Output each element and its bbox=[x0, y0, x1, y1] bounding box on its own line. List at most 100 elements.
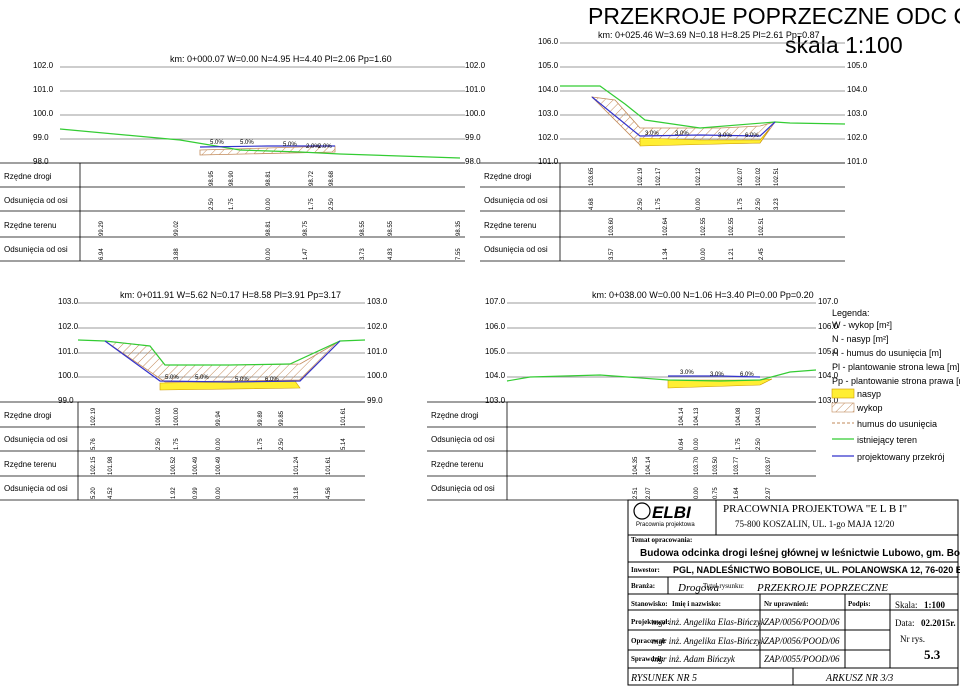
road-offset: 5.14 bbox=[341, 438, 347, 450]
road-offset: 1.75 bbox=[258, 438, 264, 450]
road-offset: 2.50 bbox=[756, 198, 762, 210]
road-offset: 0.00 bbox=[266, 198, 272, 210]
legend-line: N - nasyp [m²] bbox=[832, 334, 889, 344]
road-elev: 99.85 bbox=[279, 410, 285, 426]
legend-line: H - humus do usunięcia [m] bbox=[832, 348, 942, 358]
investor-text: PGL, NADLEŚNICTWO BOBOLICE, UL. POLANOWS… bbox=[673, 564, 960, 575]
branch-label: Branża: bbox=[631, 582, 655, 590]
legend-label: humus do usunięcia bbox=[857, 419, 937, 429]
terrain-offset: 4.83 bbox=[388, 248, 394, 260]
terrain-offset: 1.34 bbox=[663, 248, 669, 260]
road-offset: 1.75 bbox=[738, 198, 744, 210]
terrain-offset: 2.97 bbox=[766, 487, 772, 499]
terrain-offset: 7.55 bbox=[456, 248, 462, 260]
section-3: km: 0+011.91 W=5.62 N=0.17 H=8.58 Pl=3.9… bbox=[0, 290, 388, 501]
terrain-elev: 104.35 bbox=[633, 456, 639, 475]
elev-label: 105.0 bbox=[485, 347, 506, 356]
elev-label: 99.0 bbox=[367, 396, 383, 405]
road-offset: 5.76 bbox=[91, 438, 97, 450]
elev-label: 98.0 bbox=[465, 157, 481, 166]
section-4-info: km: 0+038.00 W=0.00 N=1.06 H=3.40 Pl=0.0… bbox=[592, 290, 814, 300]
terrain-elev: 102.15 bbox=[91, 456, 97, 475]
elev-label: 105.0 bbox=[818, 347, 839, 356]
subject-label: Temat opracowania: bbox=[631, 536, 692, 544]
nr-value: 5.3 bbox=[924, 647, 941, 662]
terrain-elev: 102.55 bbox=[729, 217, 735, 236]
row-label-road: Rzędne drogi bbox=[4, 411, 52, 420]
row-perm: ZAP/0055/POOD/06 bbox=[764, 654, 840, 664]
terrain-offset: 2.51 bbox=[633, 487, 639, 499]
slope-label: 5.0% bbox=[235, 377, 249, 383]
subject-text: Budowa odcinka drogi leśnej głównej w le… bbox=[640, 548, 960, 559]
elev-label: 102.0 bbox=[58, 322, 79, 331]
legend-label: wykop bbox=[856, 403, 883, 413]
terrain-offset: 1.21 bbox=[729, 248, 735, 260]
road-offset: 4.68 bbox=[589, 198, 595, 210]
sheet-title: PRZEKROJE POPRZECZNE bbox=[756, 582, 888, 594]
terrain-elev: 100.52 bbox=[171, 456, 177, 475]
terrain-elev: 103.50 bbox=[713, 456, 719, 475]
scale-value: 1:100 bbox=[924, 600, 945, 610]
col-perm-header: Nr uprawnień: bbox=[764, 600, 808, 608]
terrain-elev: 98.55 bbox=[388, 220, 394, 236]
terrain-offset: 0.00 bbox=[266, 248, 272, 260]
terrain-offset: 1.64 bbox=[734, 487, 740, 499]
terrain-offset: 2.45 bbox=[759, 248, 765, 260]
terrain-elev: 100.49 bbox=[216, 456, 222, 475]
road-offset: 2.50 bbox=[638, 198, 644, 210]
terrain-offset: 2.07 bbox=[646, 487, 652, 499]
elev-label: 102.0 bbox=[847, 133, 868, 142]
existing-ground-line bbox=[59, 128, 461, 159]
existing-ground-line bbox=[560, 85, 846, 129]
road-elev: 100.02 bbox=[156, 407, 162, 426]
row-label-terrain: Rzędne terenu bbox=[4, 221, 56, 230]
investor-label: Inwestor: bbox=[631, 566, 660, 574]
legend-cut-swatch bbox=[831, 402, 855, 413]
legend-fill-swatch bbox=[831, 388, 855, 399]
slope-label: 5.0% bbox=[210, 140, 224, 146]
row-label-offset: Odsunięcia od osi bbox=[431, 484, 495, 493]
elev-label: 102.0 bbox=[367, 322, 388, 331]
road-elev: 104.13 bbox=[694, 407, 700, 426]
terrain-elev: 103.77 bbox=[734, 456, 740, 475]
terrain-elev: 103.60 bbox=[609, 217, 615, 236]
fill-area bbox=[639, 127, 771, 147]
section-1-info: km: 0+000.07 W=0.00 N=4.95 H=4.40 Pl=2.0… bbox=[170, 54, 392, 64]
terrain-elev: 103.97 bbox=[766, 456, 772, 475]
section-2-info: km: 0+025.46 W=3.69 N=0.18 H=8.25 Pl=2.6… bbox=[598, 30, 820, 40]
elev-label: 101.0 bbox=[58, 347, 79, 356]
section-4: km: 0+038.00 W=0.00 N=1.06 H=3.40 Pl=0.0… bbox=[427, 290, 839, 501]
road-elev: 102.07 bbox=[738, 167, 744, 186]
terrain-elev: 102.64 bbox=[663, 217, 669, 236]
slope-label: 3.0% bbox=[645, 131, 659, 137]
row-label-road: Rzędne drogi bbox=[4, 172, 52, 181]
terrain-offset: 0.00 bbox=[701, 248, 707, 260]
slope-label: 3.0% bbox=[680, 370, 694, 376]
row-perm: ZAP/0056/POOD/06 bbox=[764, 617, 840, 627]
road-elev: 98.72 bbox=[309, 170, 315, 186]
road-elev: 103.65 bbox=[589, 167, 595, 186]
slope-label: 3.0% bbox=[718, 133, 732, 139]
row-label-offset: Odsunięcia od osi bbox=[4, 245, 68, 254]
elev-label: 107.0 bbox=[485, 297, 506, 306]
road-elev: 104.08 bbox=[736, 407, 742, 426]
row-name: mgr inż. Angelika Elas-Bińczyk bbox=[652, 636, 766, 646]
row-label-terrain: Rzędne terenu bbox=[484, 221, 536, 230]
legend-line: Pp - plantowanie strona prawa [m] bbox=[832, 376, 960, 386]
terrain-offset: 3.57 bbox=[609, 248, 615, 260]
row-label-road: Rzędne drogi bbox=[484, 172, 532, 181]
terrain-offset: 5.20 bbox=[91, 487, 97, 499]
legend-label: nasyp bbox=[857, 389, 881, 399]
road-offset: 0.00 bbox=[696, 198, 702, 210]
elev-label: 104.0 bbox=[485, 371, 506, 380]
elev-label: 100.0 bbox=[367, 371, 388, 380]
elev-label: 103.0 bbox=[485, 396, 506, 405]
elev-label: 100.0 bbox=[465, 109, 486, 118]
row-label-offset: Odsunięcia od osi bbox=[4, 484, 68, 493]
section-3-info: km: 0+011.91 W=5.62 N=0.17 H=8.58 Pl=3.9… bbox=[120, 290, 341, 300]
terrain-offset: 3.88 bbox=[174, 248, 180, 260]
slope-label: 5.0% bbox=[283, 142, 297, 148]
slope-label: 3.0% bbox=[675, 131, 689, 137]
legend-title: Legenda: bbox=[832, 308, 870, 318]
drawing-title: PRZEKROJE POPRZECZNE ODC C-D bbox=[588, 3, 960, 29]
